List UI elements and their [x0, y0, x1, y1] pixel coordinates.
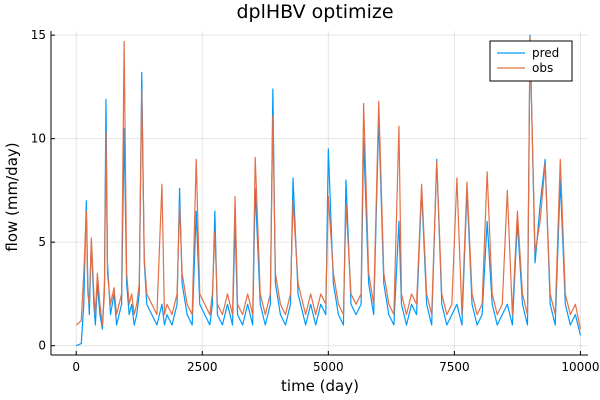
x-tick-label: 7500	[439, 360, 470, 374]
x-tick-label: 2500	[187, 360, 218, 374]
y-tick-label: 15	[31, 28, 46, 42]
x-tick-label: 10000	[561, 360, 599, 374]
y-tick-label: 5	[38, 235, 46, 249]
legend-label-obs: obs	[532, 61, 553, 75]
series-line-obs	[75, 36, 582, 330]
y-tick-label: 10	[31, 132, 46, 146]
x-axis-ticks: 0 2500 5000 7500 10000	[72, 351, 600, 374]
y-axis-label: flow (mm/day)	[3, 142, 21, 251]
legend-label-pred: pred	[532, 46, 559, 60]
chart-title: dplHBV optimize	[236, 1, 393, 23]
legend-box	[489, 40, 573, 82]
x-tick-label: 0	[72, 360, 80, 374]
x-axis-label: time (day)	[281, 377, 359, 395]
series-layer	[75, 34, 582, 347]
y-tick-label: 0	[38, 339, 46, 353]
x-tick-label: 5000	[313, 360, 344, 374]
y-axis-ticks: 0 5 10 15	[31, 28, 55, 353]
plot-frame	[50, 31, 588, 356]
grid	[51, 31, 588, 355]
